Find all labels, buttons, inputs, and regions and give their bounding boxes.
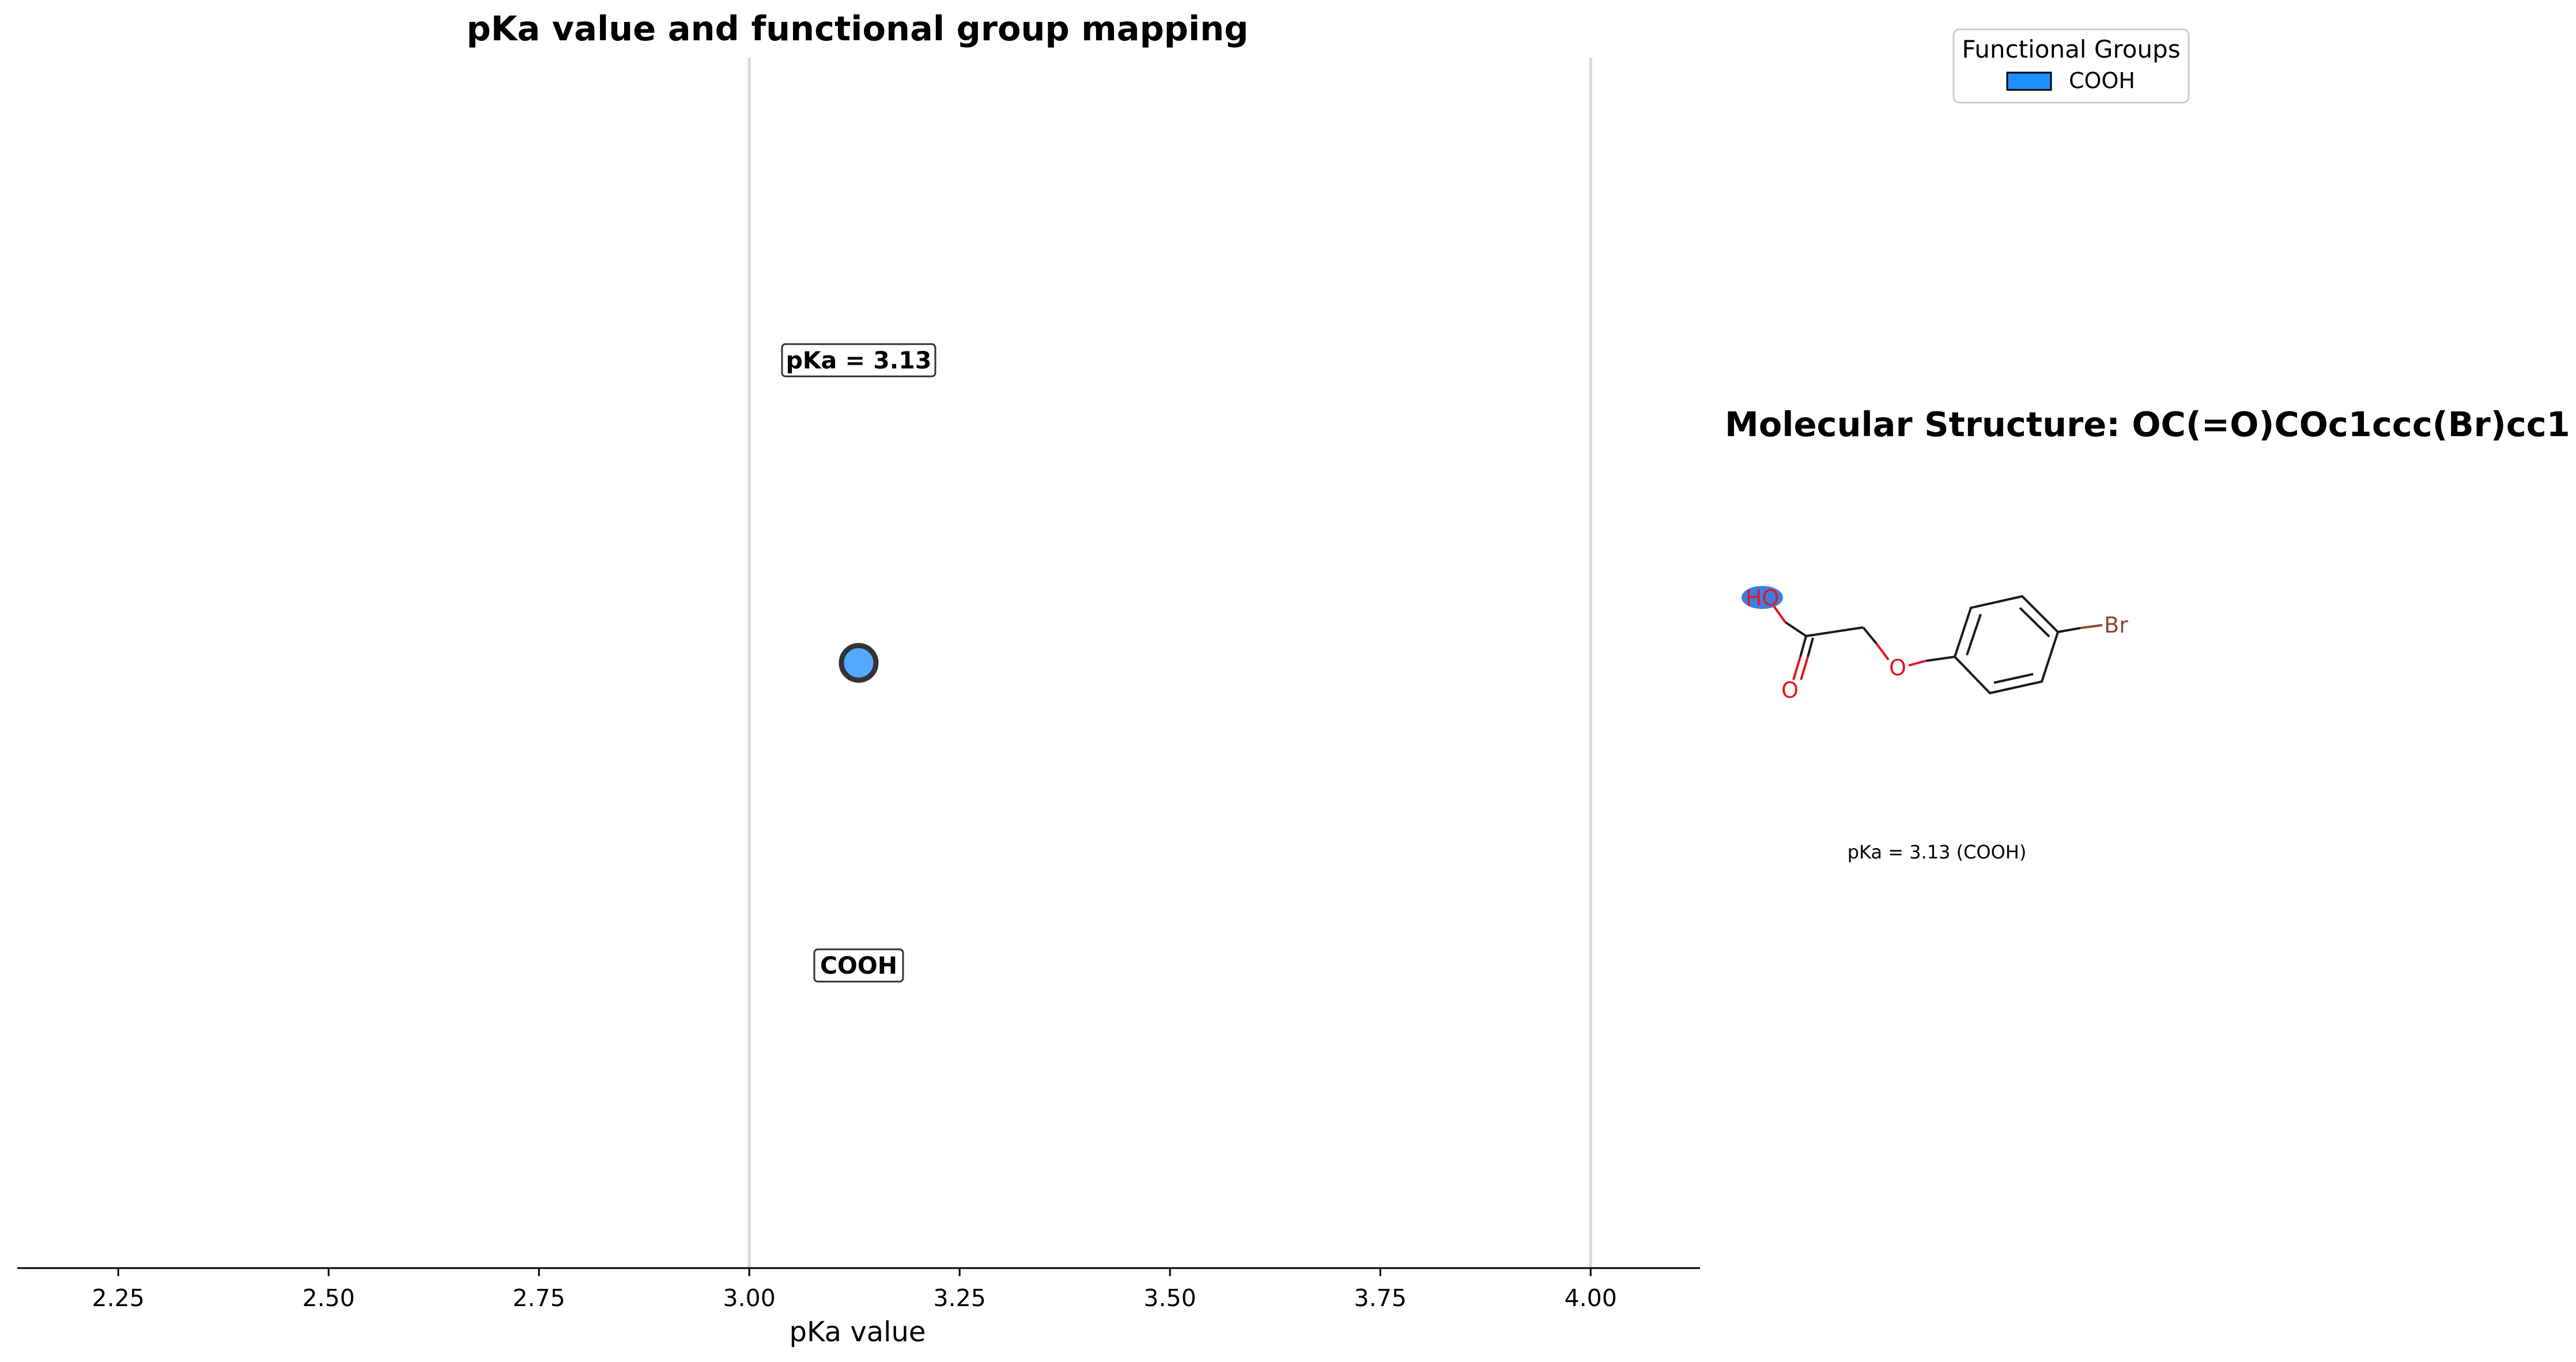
x-tick-label: 3.25 bbox=[934, 1284, 986, 1312]
bond-ring-br-colored bbox=[2080, 624, 2103, 629]
bond-co-2-o bbox=[1800, 656, 1809, 680]
group-annotation-box bbox=[813, 948, 904, 983]
x-ticks: 2.25 2.50 2.75 3.00 3.25 3.50 3.75 4.00 bbox=[92, 1268, 1617, 1312]
x-tick-label: 3.00 bbox=[723, 1284, 776, 1312]
x-tick-label: 3.50 bbox=[1144, 1284, 1196, 1312]
carbonyl-oxygen-label: O bbox=[1781, 678, 1799, 703]
hydroxyl-highlight bbox=[1742, 586, 1783, 609]
bond-ch2-o-red bbox=[1875, 642, 1890, 661]
molecule-drawing: HO O O Br bbox=[1742, 585, 2128, 703]
pka-annotation-label: pKa = 3.13 bbox=[786, 346, 932, 374]
bond-ho-c-o bbox=[1773, 605, 1786, 623]
x-tick-label: 2.25 bbox=[92, 1284, 145, 1312]
bond-ho-c bbox=[1784, 621, 1807, 637]
legend-label-cooh: COOH bbox=[2069, 68, 2135, 93]
bond-o-ring-red bbox=[1908, 660, 1927, 667]
bond-ring-br bbox=[2057, 627, 2081, 633]
pka-annotation-box bbox=[781, 343, 936, 377]
bond-ch2-o bbox=[1862, 626, 1878, 645]
bond-co-1 bbox=[1799, 635, 1807, 657]
x-tick-label: 3.75 bbox=[1354, 1284, 1407, 1312]
legend-patch-cooh bbox=[2006, 71, 2052, 91]
hydroxyl-label: HO bbox=[1746, 585, 1779, 611]
bond-o-ring bbox=[1925, 656, 1955, 662]
bromine-label: Br bbox=[2104, 612, 2128, 638]
bond-co-2 bbox=[1807, 637, 1814, 657]
ring-inner-bond-3 bbox=[1993, 673, 2034, 684]
group-annotation-label: COOH bbox=[820, 952, 897, 979]
legend: Functional Groups COOH bbox=[1952, 28, 2190, 104]
data-points: pKa = 3.13 COOH bbox=[781, 343, 936, 983]
bond-lines bbox=[1773, 595, 2103, 695]
chart-title: pKa value and functional group mapping bbox=[467, 9, 1249, 48]
structure-title: Molecular Structure: OC(=O)COc1ccc(Br)cc… bbox=[1725, 404, 2570, 444]
bond-co-1-o bbox=[1792, 656, 1801, 680]
structure-caption: pKa = 3.13 (COOH) bbox=[1848, 841, 2027, 863]
reference-lines bbox=[747, 58, 1592, 1268]
ring-inner-bond-1 bbox=[1966, 614, 1982, 656]
x-tick-label: 2.75 bbox=[513, 1284, 565, 1312]
x-tick-label: 2.50 bbox=[303, 1284, 355, 1312]
bond-c-ch2 bbox=[1806, 626, 1864, 637]
x-axis-label: pKa value bbox=[790, 1316, 926, 1348]
data-point-cooh bbox=[838, 643, 879, 683]
x-tick-label: 4.00 bbox=[1565, 1284, 1617, 1312]
ether-oxygen-label: O bbox=[1889, 655, 1906, 680]
ring-inner-bond-2 bbox=[2019, 607, 2050, 638]
legend-title: Functional Groups bbox=[1962, 35, 2180, 63]
